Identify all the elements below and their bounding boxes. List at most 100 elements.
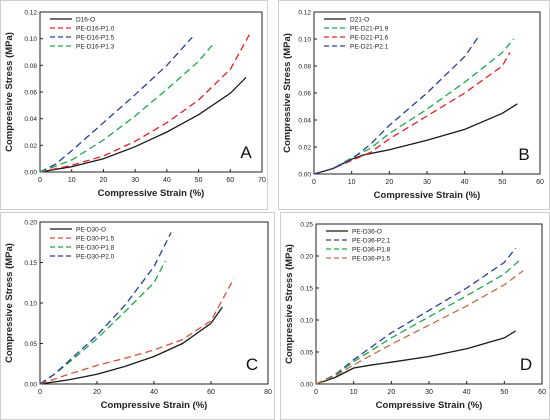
y-tick-label: 0.04	[24, 116, 37, 123]
series-line	[315, 270, 524, 385]
y-tick-label: 0.20	[300, 254, 313, 261]
series-line	[313, 34, 481, 175]
x-tick-label: 50	[498, 179, 506, 186]
series-line	[39, 42, 215, 173]
x-tick-label: 10	[348, 179, 356, 186]
legend-label: PE-D16-P1.0	[76, 26, 115, 33]
legend-label: PE-D30-P1.5	[76, 236, 115, 243]
y-tick-label: 0.00	[24, 382, 37, 389]
x-tick-label: 40	[463, 389, 471, 396]
x-axis-label: Compressive Strain (%)	[101, 400, 208, 411]
series-line	[315, 260, 520, 385]
x-tick-label: 30	[131, 177, 139, 184]
legend-label: PE-D21-P2.1	[350, 44, 389, 51]
y-tick-label: 0.08	[298, 64, 311, 71]
panel-letter: C	[246, 355, 258, 374]
x-axis-label: Compressive Strain (%)	[376, 400, 483, 411]
y-tick-label: 0.08	[24, 63, 37, 70]
panel-letter: B	[518, 145, 529, 164]
x-tick-label: 30	[425, 389, 433, 396]
y-axis-label: Compressive Stress (MPa)	[4, 243, 15, 363]
legend-label: D21-O	[350, 17, 369, 24]
y-tick-label: 0.15	[300, 286, 313, 293]
y-tick-label: 0.05	[24, 341, 37, 348]
y-tick-label: 0.00	[298, 172, 311, 179]
y-axis-label: Compressive Stress (MPa)	[4, 32, 15, 152]
x-tick-label: 40	[150, 389, 158, 396]
y-tick-label: 0.00	[300, 382, 313, 389]
series-line	[315, 247, 517, 385]
panel-border	[0, 212, 275, 420]
series-line	[39, 278, 235, 385]
x-tick-label: 0	[38, 177, 42, 184]
series-line	[39, 232, 172, 385]
x-tick-label: 70	[258, 177, 266, 184]
x-tick-label: 10	[68, 177, 76, 184]
x-tick-label: 40	[163, 177, 171, 184]
y-tick-label: 0.25	[300, 222, 313, 229]
chart-panel-a: 0 10 20 30 40 50 60 70 0.00 0.02 0.04 0.06 0.08 0.10 0…	[0, 0, 268, 210]
x-tick-label: 0	[38, 389, 42, 396]
chart-panel-d: 0 10 20 30 40 50 60 0.00 0.05 0.10 0.15 0.20 0.25 Com…	[280, 212, 550, 420]
y-tick-label: 0.02	[24, 143, 37, 150]
y-tick-label: 0.10	[298, 37, 311, 44]
legend-label: PE-D30-P1.8	[76, 245, 115, 252]
y-tick-label: 0.15	[24, 260, 37, 267]
series-line	[39, 306, 223, 385]
panel-border	[0, 0, 268, 210]
x-tick-label: 50	[500, 389, 508, 396]
x-tick-label: 80	[264, 389, 272, 396]
series-line	[315, 330, 516, 385]
x-axis-label: Compressive Strain (%)	[374, 190, 481, 201]
chart-panel-c: 0 20 40 60 80 0.00 0.05 0.10 0.15 0.20 Compressive…	[0, 212, 275, 420]
series-line	[39, 36, 193, 173]
y-axis-label: Compressive Stress (MPa)	[282, 33, 293, 153]
series-line	[39, 34, 250, 173]
x-tick-label: 60	[536, 179, 544, 186]
y-tick-label: 0.10	[24, 36, 37, 43]
panel-letter: D	[520, 355, 532, 374]
x-tick-label: 20	[100, 177, 108, 184]
legend-label: PE-D36-P1.5	[352, 256, 391, 263]
legend-label: PE-D36-P2.1	[352, 238, 391, 245]
x-tick-label: 20	[385, 179, 393, 186]
x-tick-label: 60	[226, 177, 234, 184]
series-line	[39, 76, 247, 173]
x-tick-label: 50	[195, 177, 203, 184]
x-tick-label: 0	[314, 389, 318, 396]
legend-label: PE-D36-P1.8	[352, 247, 391, 254]
x-axis-label: Compressive Strain (%)	[98, 188, 205, 199]
legend-label: PE-D30-P2.0	[76, 254, 115, 261]
x-tick-label: 60	[207, 389, 215, 396]
panel-letter: A	[240, 143, 252, 162]
legend-label: PE-D21-P1.9	[350, 26, 389, 33]
y-tick-label: 0.10	[24, 301, 37, 308]
y-axis-label: Compressive Stress (MPa)	[284, 244, 295, 364]
legend-label: PE-D30-O	[76, 227, 106, 234]
legend-label: PE-D36-O	[352, 229, 382, 236]
chart-panel-b: 0 10 20 30 40 50 60 0.00 0.02 0.04 0.06 0.08 0.10 0.1…	[278, 0, 550, 210]
legend-label: D16-O	[76, 17, 95, 24]
y-tick-label: 0.04	[298, 118, 311, 125]
x-tick-label: 40	[461, 179, 469, 186]
legend-label: PE-D16-P1.5	[76, 35, 115, 42]
x-tick-label: 60	[538, 389, 546, 396]
y-tick-label: 0.06	[298, 91, 311, 98]
y-tick-label: 0.12	[24, 10, 37, 17]
legend-label: PE-D16-P1.3	[76, 44, 115, 51]
y-tick-label: 0.06	[24, 90, 37, 97]
x-tick-label: 20	[93, 389, 101, 396]
y-tick-label: 0.02	[298, 145, 311, 152]
y-tick-label: 0.10	[300, 318, 313, 325]
x-tick-label: 20	[387, 389, 395, 396]
x-tick-label: 0	[312, 179, 316, 186]
x-tick-label: 10	[350, 389, 358, 396]
x-tick-label: 30	[423, 179, 431, 186]
y-tick-label: 0.12	[298, 10, 311, 17]
y-tick-label: 0.20	[24, 220, 37, 227]
legend-label: PE-D21-P1.6	[350, 35, 389, 42]
panel-border	[280, 212, 550, 420]
y-tick-label: 0.00	[24, 170, 37, 177]
y-tick-label: 0.05	[300, 350, 313, 357]
